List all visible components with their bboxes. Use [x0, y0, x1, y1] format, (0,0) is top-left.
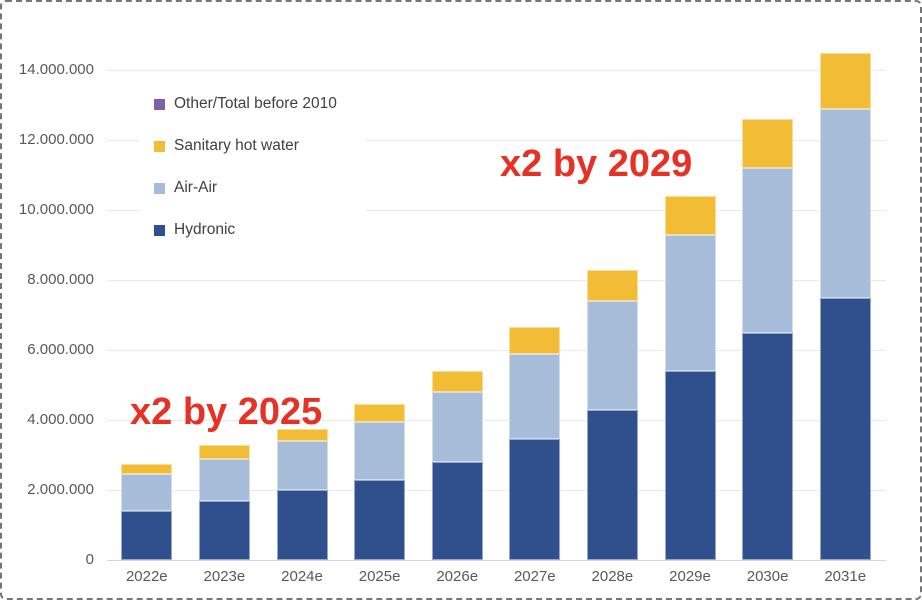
bar-segment-hydronic-2022e — [121, 511, 173, 560]
x-axis-category-label: 2028e — [591, 568, 634, 585]
x-axis-line — [107, 559, 886, 561]
bar-segment-hydronic-2025e — [354, 479, 406, 560]
bar-segment-air-air-2025e — [354, 421, 406, 480]
y-axis-tick-label: 12.000.000 — [18, 131, 94, 148]
bar-segment-sanitary-hot-water-2030e — [742, 119, 794, 168]
legend-label: Sanitary hot water — [174, 137, 299, 154]
x-axis-category-label: 2027e — [513, 568, 556, 585]
bar-segment-sanitary-hot-water-2029e — [664, 196, 716, 235]
chart-legend: Other/Total before 2010 Sanitary hot wate… — [140, 88, 366, 246]
legend-swatch-sanitary-hot-water — [154, 140, 165, 152]
bar-segment-sanitary-hot-water-2027e — [509, 327, 561, 354]
x-axis-category-label: 2031e — [824, 568, 867, 585]
x-axis-category-label: 2025e — [358, 568, 401, 585]
legend-label: Air-Air — [174, 179, 218, 196]
legend-label: Other/Total before 2010 — [174, 95, 337, 112]
legend-swatch-hydronic — [154, 224, 165, 236]
bar-segment-sanitary-hot-water-2023e — [198, 444, 250, 459]
legend-swatch-other-total-before-2010 — [154, 98, 165, 110]
bar-segment-air-air-2031e — [819, 108, 871, 298]
annotation-x2-by-2029: x2 by 2029 — [500, 143, 693, 185]
x-axis-category-label: 2022e — [125, 568, 168, 585]
x-axis-category-label: 2023e — [203, 568, 246, 585]
annotation-x2-by-2025: x2 by 2025 — [130, 391, 323, 433]
legend-item: Other/Total before 2010 — [154, 95, 337, 112]
legend-item: Hydronic — [154, 221, 236, 238]
legend-swatch-air-air — [154, 182, 165, 194]
bar-segment-hydronic-2029e — [664, 371, 716, 560]
bar-segment-sanitary-hot-water-2026e — [431, 371, 483, 392]
bar-segment-sanitary-hot-water-2022e — [121, 463, 173, 475]
gridline — [107, 69, 886, 71]
gridline — [107, 209, 886, 211]
gridline — [107, 139, 886, 141]
y-axis-tick-label: 6.000.000 — [27, 341, 94, 358]
y-axis-tick-label: 8.000.000 — [27, 271, 94, 288]
gridline — [107, 489, 886, 491]
gridline — [107, 279, 886, 281]
bar-segment-hydronic-2024e — [276, 490, 328, 560]
x-axis-category-label: 2030e — [746, 568, 789, 585]
bar-segment-air-air-2023e — [198, 458, 250, 501]
bar-segment-sanitary-hot-water-2024e — [276, 428, 328, 441]
legend-item: Sanitary hot water — [154, 137, 299, 154]
bar-segment-air-air-2029e — [664, 234, 716, 371]
bar-segment-air-air-2027e — [509, 353, 561, 440]
bar-segment-hydronic-2026e — [431, 462, 483, 560]
y-axis-tick-label: 4.000.000 — [27, 411, 94, 428]
bar-segment-hydronic-2030e — [742, 332, 794, 560]
gridline — [107, 349, 886, 351]
bar-segment-air-air-2030e — [742, 168, 794, 333]
bar-segment-sanitary-hot-water-2031e — [819, 52, 871, 109]
x-axis-category-label: 2024e — [281, 568, 323, 585]
legend-label: Hydronic — [174, 221, 236, 238]
y-axis-tick-label: 14.000.000 — [18, 61, 94, 78]
bar-segment-hydronic-2031e — [819, 297, 871, 560]
legend-item: Air-Air — [154, 179, 218, 196]
bar-segment-hydronic-2023e — [198, 500, 250, 560]
x-axis-category-label: 2029e — [669, 568, 711, 585]
bar-segment-hydronic-2028e — [586, 409, 638, 560]
gridline — [107, 419, 886, 421]
bar-segment-hydronic-2027e — [509, 439, 561, 560]
y-axis-tick-label: 2.000.000 — [27, 481, 94, 498]
bar-segment-air-air-2022e — [121, 474, 173, 511]
x-axis-category-label: 2026e — [436, 568, 479, 585]
bar-segment-sanitary-hot-water-2028e — [586, 269, 638, 301]
bar-segment-air-air-2028e — [586, 301, 638, 410]
bar-segment-sanitary-hot-water-2025e — [354, 404, 406, 422]
bar-segment-air-air-2024e — [276, 441, 328, 490]
y-axis-tick-label: 0 — [85, 551, 94, 568]
y-axis-tick-label: 10.000.000 — [18, 201, 94, 218]
bar-segment-air-air-2026e — [431, 392, 483, 462]
